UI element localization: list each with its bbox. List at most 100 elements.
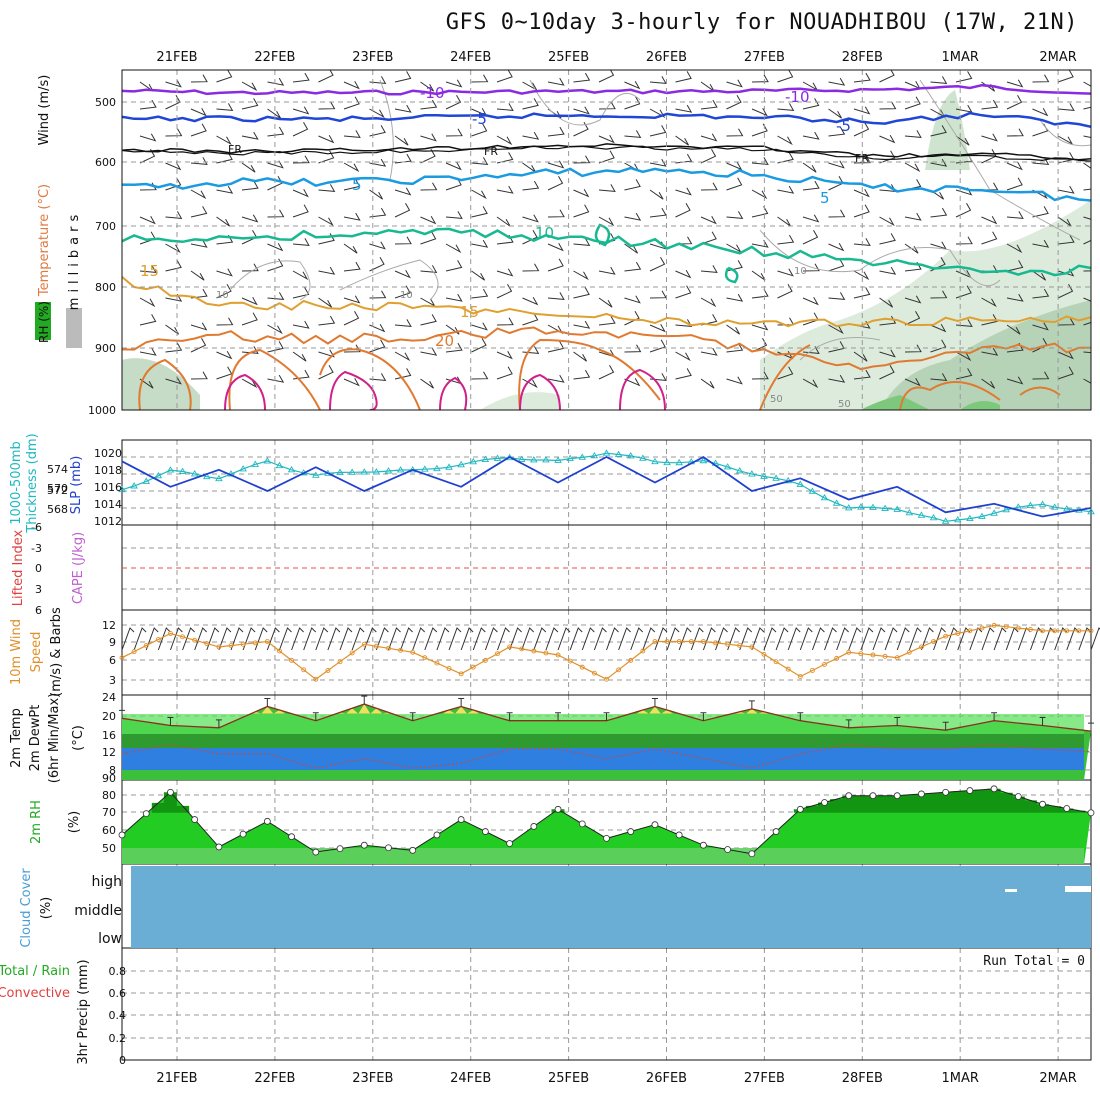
wind-speed-marker bbox=[640, 648, 646, 654]
wind-barb bbox=[675, 270, 692, 279]
wind-barb bbox=[879, 315, 897, 326]
wind-barb bbox=[573, 155, 591, 164]
wind-barb bbox=[190, 371, 208, 380]
rh-marker bbox=[748, 850, 756, 858]
wind-barb bbox=[1006, 376, 1024, 385]
wind-speed-line bbox=[121, 624, 1091, 680]
thickness-marker bbox=[675, 458, 683, 466]
wind-barb bbox=[624, 179, 641, 191]
wind-speed-marker bbox=[277, 648, 282, 654]
wind-barb bbox=[573, 351, 588, 362]
wind-barb bbox=[471, 206, 488, 218]
wind-barb bbox=[700, 99, 718, 110]
rh-marker bbox=[360, 841, 368, 849]
tick-li-0: 0 bbox=[35, 562, 42, 575]
thickness-marker bbox=[251, 460, 260, 467]
isotherm-freezing-level-2 bbox=[122, 145, 1091, 162]
slp-thickness-panel bbox=[118, 449, 1095, 524]
surface-wind-barb bbox=[1005, 627, 1019, 651]
wind-barb bbox=[522, 180, 540, 191]
wind-speed-marker bbox=[555, 652, 561, 658]
surface-wind-barb bbox=[593, 627, 607, 651]
wind-barb bbox=[853, 287, 871, 299]
wind-barb bbox=[649, 256, 666, 272]
wind-barb bbox=[598, 101, 616, 110]
wind-barb bbox=[420, 81, 435, 92]
wind-barb bbox=[139, 314, 157, 326]
wind-barb bbox=[777, 135, 793, 146]
dewpoint-line bbox=[121, 743, 1092, 769]
cloud-cover-fill bbox=[131, 866, 1091, 948]
tick-slp-1014: 1014 bbox=[94, 498, 122, 511]
surface-wind-barb bbox=[666, 627, 680, 651]
wind-barb bbox=[216, 135, 232, 146]
wind-barb bbox=[267, 324, 283, 335]
thickness-marker bbox=[735, 466, 744, 474]
wind-barb bbox=[1083, 106, 1091, 110]
tick-rh-80: 80 bbox=[102, 789, 116, 802]
thickness-marker bbox=[1038, 500, 1047, 507]
wind-barb bbox=[1083, 135, 1091, 138]
wind-barb bbox=[292, 106, 310, 115]
wind-speed-marker bbox=[422, 655, 428, 661]
date-axis-bottom: 21FEB 22FEB 23FEB 24FEB 25FEB 26FEB 27FEB 28FEB… bbox=[156, 1071, 1076, 1086]
wind-barb bbox=[547, 209, 565, 218]
surface-wind-barb bbox=[327, 627, 341, 651]
wind-barb bbox=[802, 263, 820, 272]
date-label-top: 27FEB bbox=[744, 50, 785, 65]
wind-speed-marker bbox=[991, 622, 997, 628]
date-label-top: 23FEB bbox=[352, 50, 393, 65]
surface-wind-barb bbox=[545, 627, 559, 651]
wind-barb bbox=[1057, 135, 1074, 146]
label-rh-10-c: 10 bbox=[794, 266, 807, 277]
thickness-marker bbox=[844, 504, 853, 511]
ylabel-millibars: millibars bbox=[67, 210, 82, 310]
panel-frame bbox=[121, 69, 1092, 411]
thickness-marker bbox=[517, 455, 526, 462]
rh-marker bbox=[869, 792, 877, 800]
thickness-marker bbox=[590, 451, 599, 459]
wind-speed-marker bbox=[434, 660, 440, 666]
label-rh-10-b: 10 bbox=[400, 290, 413, 301]
surface-wind-barb bbox=[908, 627, 922, 651]
wind-barb bbox=[598, 297, 613, 308]
tick-500: 500 bbox=[95, 96, 116, 109]
wind-barb bbox=[267, 126, 285, 137]
wind-speed-marker bbox=[906, 649, 912, 655]
ylabel-2m-temp: 2m Temp bbox=[9, 708, 24, 768]
minmax-bar bbox=[845, 719, 852, 728]
surface-wind-barbs bbox=[121, 627, 1100, 651]
wind-barb bbox=[675, 71, 692, 83]
surface-wind-barb bbox=[824, 627, 837, 651]
wind-speed-marker bbox=[531, 648, 537, 654]
wind-barb bbox=[930, 324, 947, 333]
wind-barb bbox=[981, 297, 997, 308]
ylabel-rh: RH (%) bbox=[37, 301, 51, 343]
label-15-b: 15 bbox=[460, 303, 479, 321]
wind-barb bbox=[369, 256, 385, 272]
minmax-bar bbox=[797, 712, 804, 721]
tick-thick-568: 568 bbox=[47, 503, 68, 516]
wind-barb bbox=[598, 150, 615, 164]
tick-rh-50: 50 bbox=[102, 842, 116, 855]
wind-speed-marker bbox=[773, 659, 779, 665]
thickness-marker bbox=[893, 505, 901, 512]
isotherm-10-loop-2 bbox=[724, 266, 739, 284]
wind-barb bbox=[547, 258, 564, 272]
thickness-marker bbox=[748, 470, 756, 477]
wind-barb bbox=[522, 162, 537, 173]
dewpt-band bbox=[122, 748, 1084, 770]
wind-barb bbox=[522, 312, 539, 326]
upper-air-panel: -10 -10 -5 -5 5 5 10 15 15 20 FR FR FR 1… bbox=[122, 70, 1091, 410]
temperature-panel bbox=[119, 695, 1094, 780]
surface-wind-barb bbox=[630, 627, 644, 651]
wind-barb bbox=[139, 265, 157, 273]
rh-key-gray bbox=[66, 308, 82, 348]
thickness-marker bbox=[978, 512, 986, 519]
surface-wind-barb bbox=[351, 627, 365, 651]
surface-wind-barb bbox=[339, 627, 353, 651]
wind-speed-marker bbox=[616, 667, 622, 673]
wind-speed-marker bbox=[834, 655, 840, 661]
minmax-bar bbox=[506, 712, 513, 721]
wind-barb bbox=[139, 99, 157, 110]
